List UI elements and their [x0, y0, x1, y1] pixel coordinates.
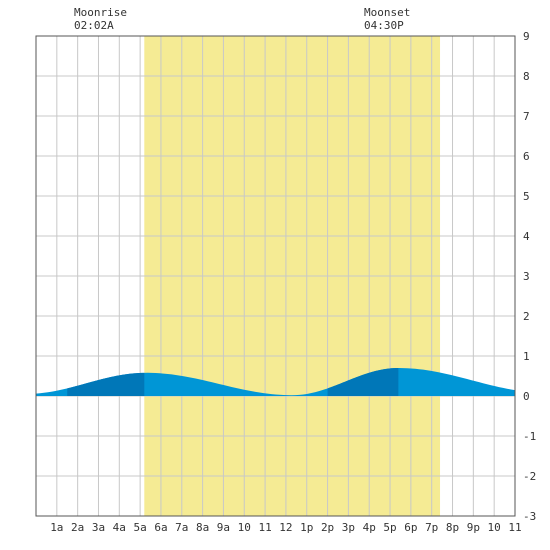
x-tick-label: 9a — [217, 521, 230, 534]
y-tick-label: 6 — [523, 150, 530, 163]
y-tick-label: 4 — [523, 230, 530, 243]
x-tick-label: 6a — [154, 521, 167, 534]
x-tick-label: 3a — [92, 521, 105, 534]
y-tick-label: -1 — [523, 430, 536, 443]
y-tick-label: -3 — [523, 510, 536, 523]
x-tick-label: 11 — [508, 521, 521, 534]
x-tick-label: 1a — [50, 521, 63, 534]
x-tick-label: 3p — [342, 521, 355, 534]
x-tick-label: 4a — [113, 521, 126, 534]
x-tick-label: 8p — [446, 521, 459, 534]
tide-layer — [36, 368, 515, 396]
y-tick-label: -2 — [523, 470, 536, 483]
plot-frame — [35, 35, 516, 517]
moonset-time: 04:30P — [364, 19, 404, 32]
x-tick-label: 12 — [279, 521, 292, 534]
x-tick-label: 10 — [238, 521, 251, 534]
x-tick-label: 11 — [258, 521, 271, 534]
x-tick-label: 4p — [363, 521, 376, 534]
y-tick-label: 1 — [523, 350, 530, 363]
y-tick-label: 5 — [523, 190, 530, 203]
y-tick-label: 9 — [523, 30, 530, 43]
y-tick-label: 8 — [523, 70, 530, 83]
tide-area-rising — [67, 372, 145, 396]
x-tick-label: 9p — [467, 521, 480, 534]
x-tick-label: 8a — [196, 521, 209, 534]
x-tick-label: 5a — [134, 521, 147, 534]
x-tick-label: 5p — [383, 521, 396, 534]
x-axis-ticks: 1a 2a 3a 4a 5a 6a 7a 8a 9a 10 11 12 1p 2p 3p 4p 5p 6p 7p 8p… — [50, 521, 521, 534]
x-tick-label: 1p — [300, 521, 313, 534]
x-tick-label: 2p — [321, 521, 334, 534]
x-tick-label: 7a — [175, 521, 188, 534]
y-tick-label: 7 — [523, 110, 530, 123]
y-axis-ticks: 9 8 7 6 5 4 3 2 1 0 -1 -2 -3 — [523, 30, 536, 523]
moonset-title: Moonset — [364, 6, 411, 19]
moonset-label: Moonset 04:30P — [364, 6, 410, 32]
y-tick-label: 0 — [523, 390, 530, 403]
moonrise-time: 02:02A — [74, 19, 114, 32]
x-tick-label: 10 — [488, 521, 501, 534]
x-tick-label: 2a — [71, 521, 84, 534]
y-tick-label: 3 — [523, 270, 530, 283]
y-tick-label: 2 — [523, 310, 530, 323]
x-tick-label: 7p — [425, 521, 438, 534]
moonrise-label: Moonrise 02:02A — [74, 6, 127, 32]
x-tick-label: 6p — [404, 521, 417, 534]
tide-area-rising — [327, 368, 399, 396]
moonrise-title: Moonrise — [74, 6, 127, 19]
